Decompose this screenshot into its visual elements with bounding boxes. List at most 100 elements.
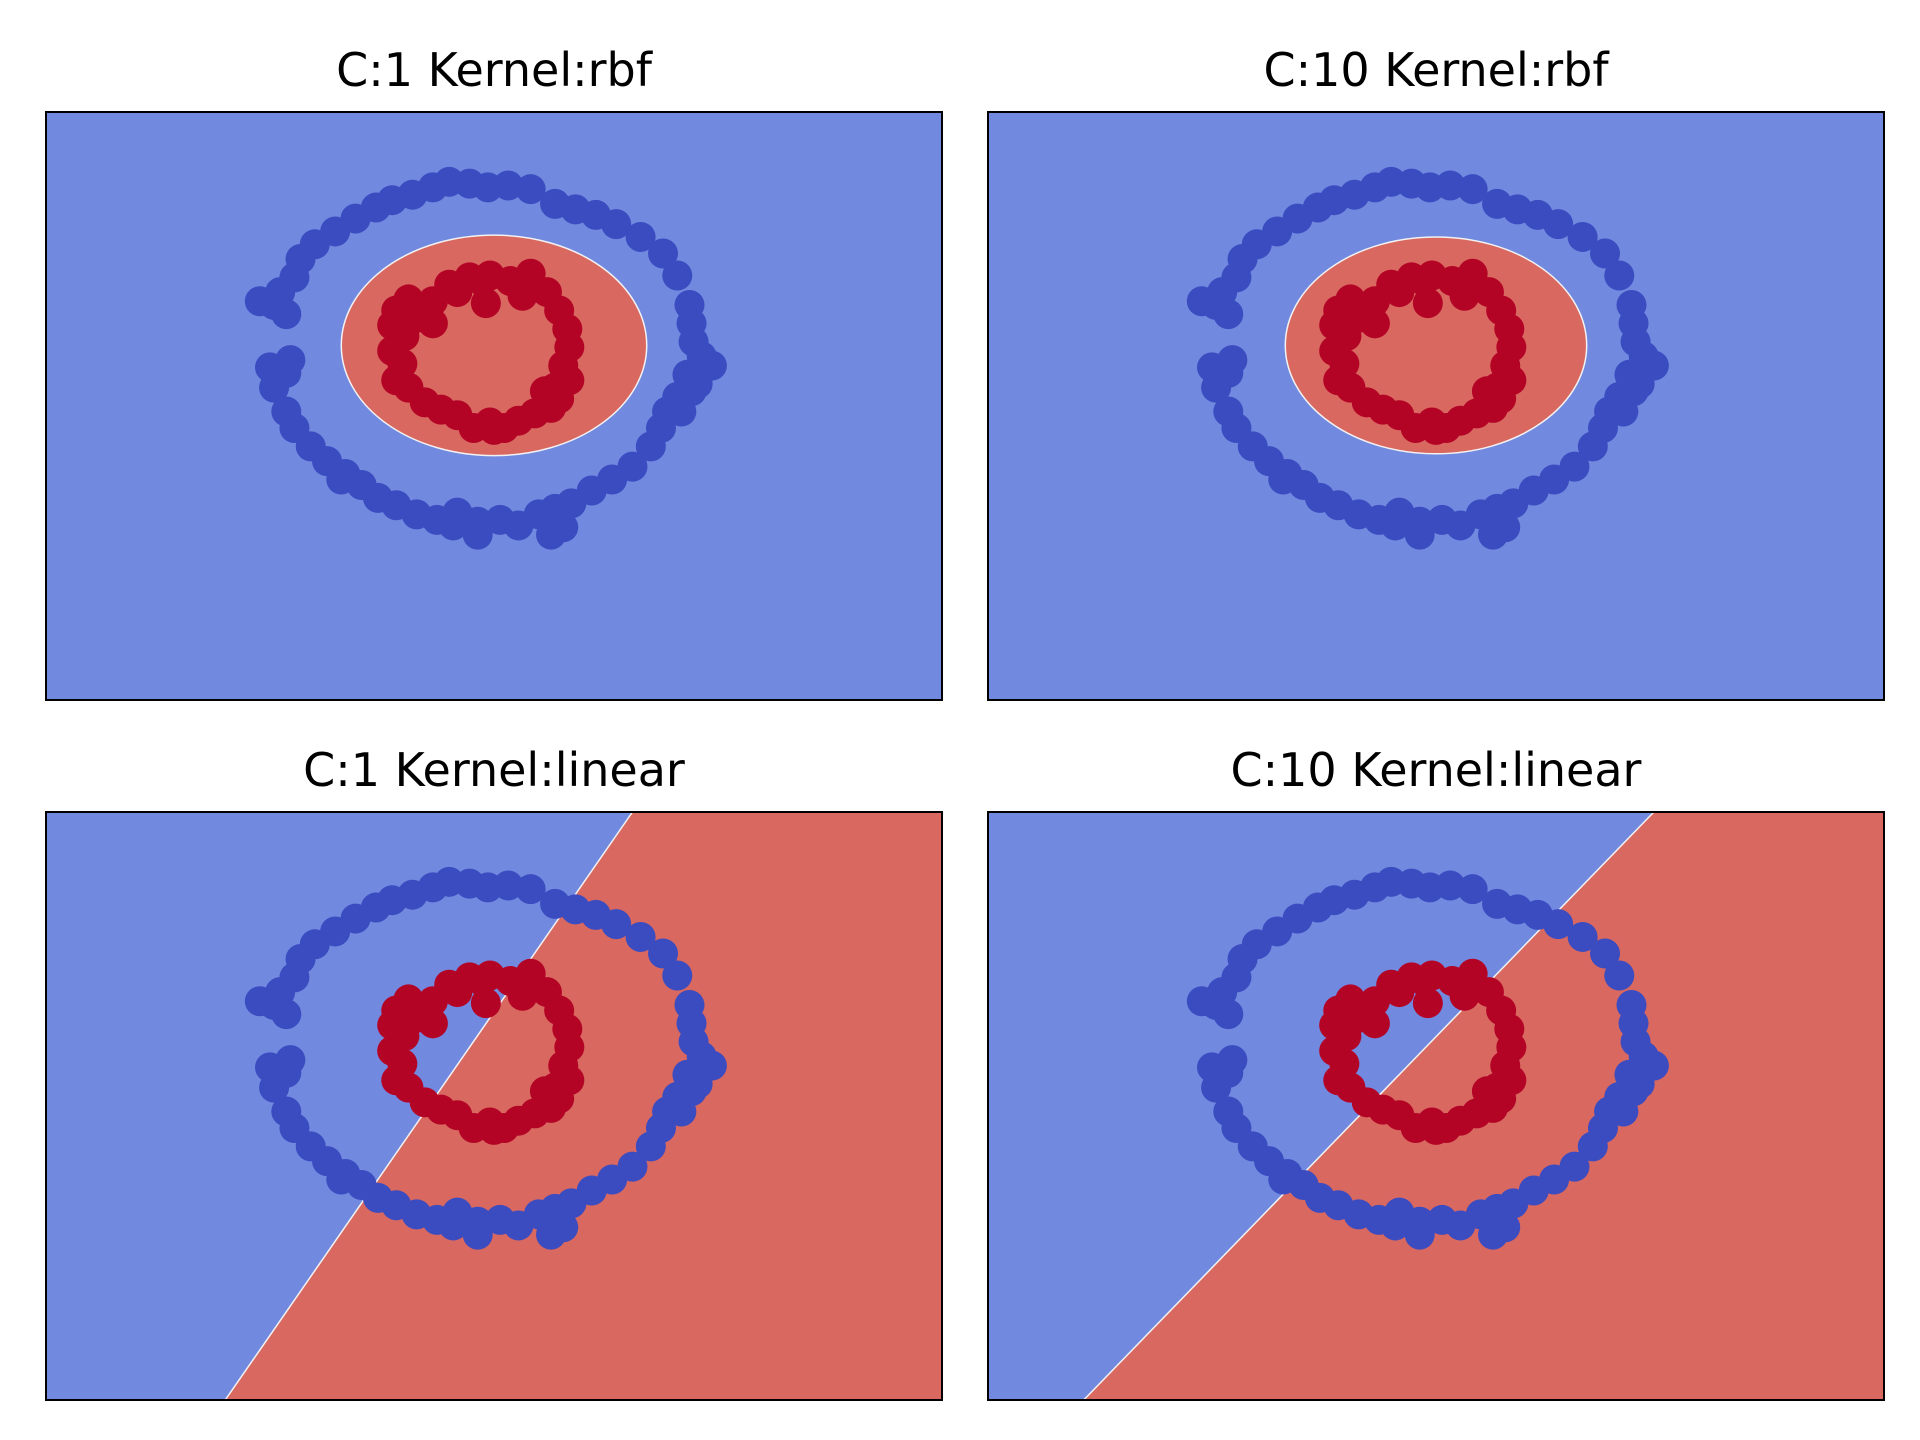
data-point-inner-class: [1449, 280, 1480, 311]
data-point-outer-class: [1543, 209, 1574, 240]
data-point-outer-class: [635, 431, 666, 462]
axes-frame: [45, 111, 943, 701]
panel-title: C:1 Kernel:linear: [303, 743, 685, 797]
data-point-outer-class: [1624, 368, 1655, 399]
panel-linear-c10: C:10 Kernel:linear: [987, 743, 1885, 1401]
data-point-outer-class: [1567, 221, 1598, 252]
data-point-outer-class: [1427, 504, 1458, 535]
data-point-outer-class: [1268, 464, 1299, 495]
decision-region-inner: [225, 812, 942, 1400]
data-point-outer-class: [515, 174, 546, 205]
data-point-outer-class: [1435, 870, 1466, 901]
data-point-outer-class: [1213, 396, 1244, 427]
data-point-inner-class: [479, 1114, 509, 1145]
axes-frame: [45, 811, 943, 1401]
data-point-outer-class: [255, 1052, 285, 1083]
data-point-outer-class: [1380, 510, 1411, 541]
data-point-inner-class: [1384, 977, 1415, 1008]
panel-rbf-c1: C:1 Kernel:rbf: [45, 43, 943, 701]
data-point-outer-class: [1608, 1096, 1639, 1127]
data-point-inner-class: [1384, 277, 1415, 308]
data-point-inner-class: [1421, 1114, 1451, 1145]
data-point-inner-class: [389, 1021, 420, 1052]
data-point-outer-class: [662, 260, 693, 291]
data-point-outer-class: [648, 238, 679, 269]
data-point-inner-class: [1331, 321, 1362, 352]
data-point-outer-class: [1213, 1096, 1244, 1127]
data-point-outer-class: [1435, 170, 1466, 201]
data-point-outer-class: [1404, 519, 1435, 550]
data-point-outer-class: [271, 1096, 302, 1127]
data-point-inner-class: [442, 977, 473, 1008]
data-point-inner-class: [442, 277, 473, 308]
data-point-outer-class: [662, 960, 693, 991]
axes-frame: [987, 811, 1885, 1401]
data-point-inner-class: [1471, 1076, 1502, 1107]
data-point-outer-class: [1577, 431, 1608, 462]
data-point-outer-class: [1404, 1219, 1435, 1250]
data-point-outer-class: [625, 221, 656, 252]
data-point-outer-class: [326, 464, 357, 495]
data-point-inner-class: [1421, 414, 1451, 445]
data-point-inner-class: [1359, 1008, 1390, 1039]
data-point-outer-class: [485, 1204, 516, 1235]
data-point-inner-class: [417, 308, 448, 339]
data-point-outer-class: [1567, 921, 1598, 952]
data-point-inner-class: [507, 280, 538, 311]
data-point-inner-class: [1449, 980, 1480, 1011]
data-point-inner-class: [466, 966, 497, 997]
data-point-outer-class: [1197, 1052, 1227, 1083]
data-point-outer-class: [1624, 1068, 1655, 1099]
data-point-outer-class: [601, 909, 632, 940]
data-point-inner-class: [479, 414, 509, 445]
data-point-outer-class: [1457, 174, 1488, 205]
data-point-outer-class: [536, 519, 567, 550]
data-point-outer-class: [462, 1219, 493, 1250]
data-point-outer-class: [1604, 260, 1635, 291]
data-point-outer-class: [485, 504, 516, 535]
data-point-outer-class: [1197, 352, 1227, 383]
data-point-outer-class: [1268, 1164, 1299, 1195]
data-point-outer-class: [438, 1210, 469, 1241]
data-point-outer-class: [682, 368, 713, 399]
panel-title: C:10 Kernel:rbf: [1263, 43, 1610, 97]
data-point-outer-class: [601, 209, 632, 240]
panel-title: C:1 Kernel:rbf: [336, 43, 654, 97]
data-point-inner-class: [466, 266, 497, 297]
data-point-outer-class: [1604, 960, 1635, 991]
data-point-outer-class: [255, 352, 285, 383]
data-point-outer-class: [666, 1096, 697, 1127]
data-point-inner-class: [417, 1008, 448, 1039]
data-point-inner-class: [1331, 1021, 1362, 1052]
data-point-outer-class: [1543, 909, 1574, 940]
data-point-outer-class: [515, 874, 546, 905]
data-point-outer-class: [271, 396, 302, 427]
data-point-outer-class: [1590, 938, 1621, 969]
axes-frame: [987, 111, 1885, 701]
data-point-outer-class: [1457, 874, 1488, 905]
panel-rbf-c10: C:10 Kernel:rbf: [987, 43, 1885, 701]
data-point-outer-class: [1478, 519, 1509, 550]
data-point-outer-class: [682, 1068, 713, 1099]
data-point-inner-class: [1408, 266, 1439, 297]
data-point-outer-class: [1478, 1219, 1509, 1250]
data-point-outer-class: [536, 1219, 567, 1250]
data-point-outer-class: [1380, 1210, 1411, 1241]
data-point-outer-class: [648, 938, 679, 969]
data-point-outer-class: [493, 870, 524, 901]
data-point-inner-class: [1471, 376, 1502, 407]
panel-linear-c1: C:1 Kernel:linear: [45, 743, 943, 1401]
data-point-outer-class: [625, 921, 656, 952]
panel-title: C:10 Kernel:linear: [1231, 743, 1642, 797]
data-point-outer-class: [493, 170, 524, 201]
data-point-outer-class: [462, 519, 493, 550]
data-point-outer-class: [635, 1131, 666, 1162]
data-point-outer-class: [1577, 1131, 1608, 1162]
data-point-inner-class: [529, 376, 560, 407]
data-point-inner-class: [1359, 308, 1390, 339]
data-point-outer-class: [666, 396, 697, 427]
data-point-outer-class: [326, 1164, 357, 1195]
data-point-outer-class: [1590, 238, 1621, 269]
data-point-inner-class: [529, 1076, 560, 1107]
